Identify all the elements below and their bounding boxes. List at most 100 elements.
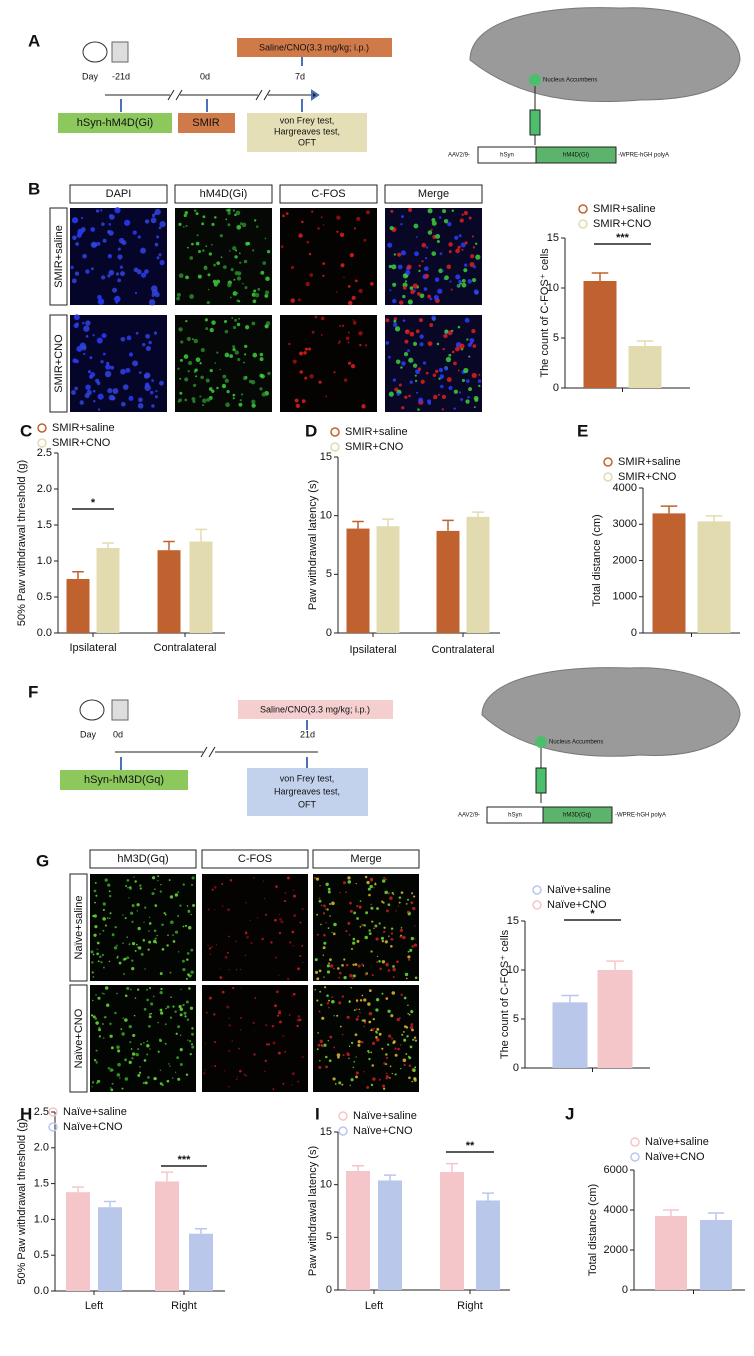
- micrograph-texture: [264, 237, 267, 240]
- micrograph-texture: [439, 252, 443, 256]
- micrograph-texture: [278, 931, 282, 935]
- micrograph-texture: [338, 971, 342, 975]
- micrograph-texture: [204, 1042, 206, 1044]
- micrograph-texture: [110, 365, 115, 370]
- micrograph-texture: [407, 955, 411, 959]
- panel-letter: B: [28, 179, 40, 198]
- bar: [476, 1200, 500, 1290]
- micrograph-texture: [199, 395, 202, 398]
- micrograph-texture: [412, 1068, 416, 1073]
- micrograph-texture: [449, 280, 452, 283]
- micrograph-texture: [320, 333, 323, 336]
- micrograph-texture: [471, 235, 474, 238]
- y-tick-label: 0: [326, 627, 332, 639]
- micrograph-texture: [226, 1005, 230, 1009]
- micrograph-texture: [438, 377, 441, 380]
- micrograph-texture: [211, 1065, 213, 1067]
- bar: [552, 1002, 588, 1068]
- brain-image: [469, 7, 741, 103]
- micrograph-texture: [376, 1027, 380, 1031]
- x-tick-label: Ipsilateral: [69, 642, 116, 654]
- micrograph-texture: [71, 278, 77, 284]
- micrograph-texture: [151, 379, 154, 383]
- micrograph-texture: [195, 241, 200, 246]
- legend-label: Naïve+CNO: [645, 1151, 705, 1163]
- micrograph-texture: [469, 338, 475, 343]
- micrograph-texture: [144, 968, 146, 970]
- micrograph-texture: [148, 1024, 151, 1028]
- micrograph-texture: [329, 1035, 333, 1039]
- arrows: [120, 57, 320, 112]
- error-bar: [705, 515, 723, 522]
- micrograph-texture: [277, 1051, 281, 1055]
- micrograph-texture: [419, 342, 424, 347]
- micrograph-texture: [119, 265, 124, 269]
- micrograph-texture: [320, 923, 322, 926]
- micrograph-texture: [352, 941, 356, 945]
- micrograph-texture: [265, 1043, 268, 1046]
- micrograph-texture: [297, 298, 301, 302]
- micrograph-texture: [387, 355, 391, 359]
- micrograph-texture: [177, 915, 180, 917]
- micrograph-texture: [235, 210, 241, 216]
- bar: [189, 541, 213, 633]
- micrograph-texture: [318, 897, 321, 900]
- micrograph-texture: [239, 261, 242, 264]
- micrograph-texture: [112, 388, 119, 394]
- micrograph-texture: [351, 295, 356, 300]
- micrograph-texture: [402, 319, 406, 322]
- micrograph-texture: [138, 371, 142, 374]
- micrograph-texture: [392, 228, 396, 232]
- micrograph-texture: [431, 220, 437, 226]
- column-header: hM4D(Gi): [200, 188, 248, 200]
- micrograph-texture: [469, 262, 475, 268]
- micrograph-texture: [329, 915, 331, 917]
- micrograph-texture: [264, 1070, 266, 1073]
- micrograph-texture: [438, 216, 442, 219]
- micrograph-texture: [329, 903, 332, 906]
- micrograph-texture: [136, 269, 142, 275]
- micrograph-texture: [407, 950, 410, 953]
- micrograph-texture: [400, 891, 404, 894]
- bar: [436, 530, 460, 633]
- micrograph-texture: [228, 969, 230, 971]
- micrograph-texture: [97, 408, 101, 411]
- micrograph-texture: [293, 894, 296, 898]
- micrograph-texture: [179, 1048, 183, 1052]
- micrograph-texture: [414, 925, 416, 927]
- micrograph-texture: [154, 242, 159, 247]
- micrograph-texture: [221, 905, 224, 907]
- y-tick-label: 15: [507, 915, 519, 927]
- micrograph-texture: [402, 1030, 405, 1033]
- legend-marker: [48, 1122, 58, 1132]
- micrograph-texture: [375, 937, 379, 941]
- micrograph-texture: [465, 399, 470, 404]
- micrograph-texture: [326, 970, 331, 974]
- micrograph-texture: [219, 368, 221, 371]
- micrograph-texture: [116, 992, 118, 995]
- micrograph-texture: [114, 295, 121, 303]
- micrograph-texture: [438, 367, 444, 373]
- micrograph-texture: [202, 249, 205, 252]
- micrograph-texture: [131, 904, 135, 908]
- micrograph-texture: [179, 358, 183, 362]
- legend-marker: [37, 423, 47, 433]
- micrograph-texture: [350, 1041, 354, 1045]
- micrograph-texture: [292, 889, 295, 891]
- micrograph-texture: [398, 896, 402, 899]
- legend-marker: [48, 1107, 58, 1117]
- micrograph-texture: [132, 1033, 136, 1038]
- micrograph-texture: [385, 1063, 388, 1066]
- micrograph-texture: [146, 998, 149, 1002]
- micrograph-texture: [355, 1071, 359, 1075]
- micrograph-texture: [298, 1018, 302, 1022]
- construct-label: hM3D(Gq): [563, 813, 591, 819]
- micrograph-texture: [403, 1063, 406, 1067]
- error-bar: [352, 1164, 364, 1171]
- micrograph-texture: [322, 912, 326, 915]
- micrograph-texture: [368, 989, 372, 993]
- micrograph-texture: [409, 380, 413, 384]
- micrograph-texture: [169, 971, 172, 974]
- micrograph-texture: [299, 921, 302, 924]
- micrograph-texture: [134, 291, 138, 295]
